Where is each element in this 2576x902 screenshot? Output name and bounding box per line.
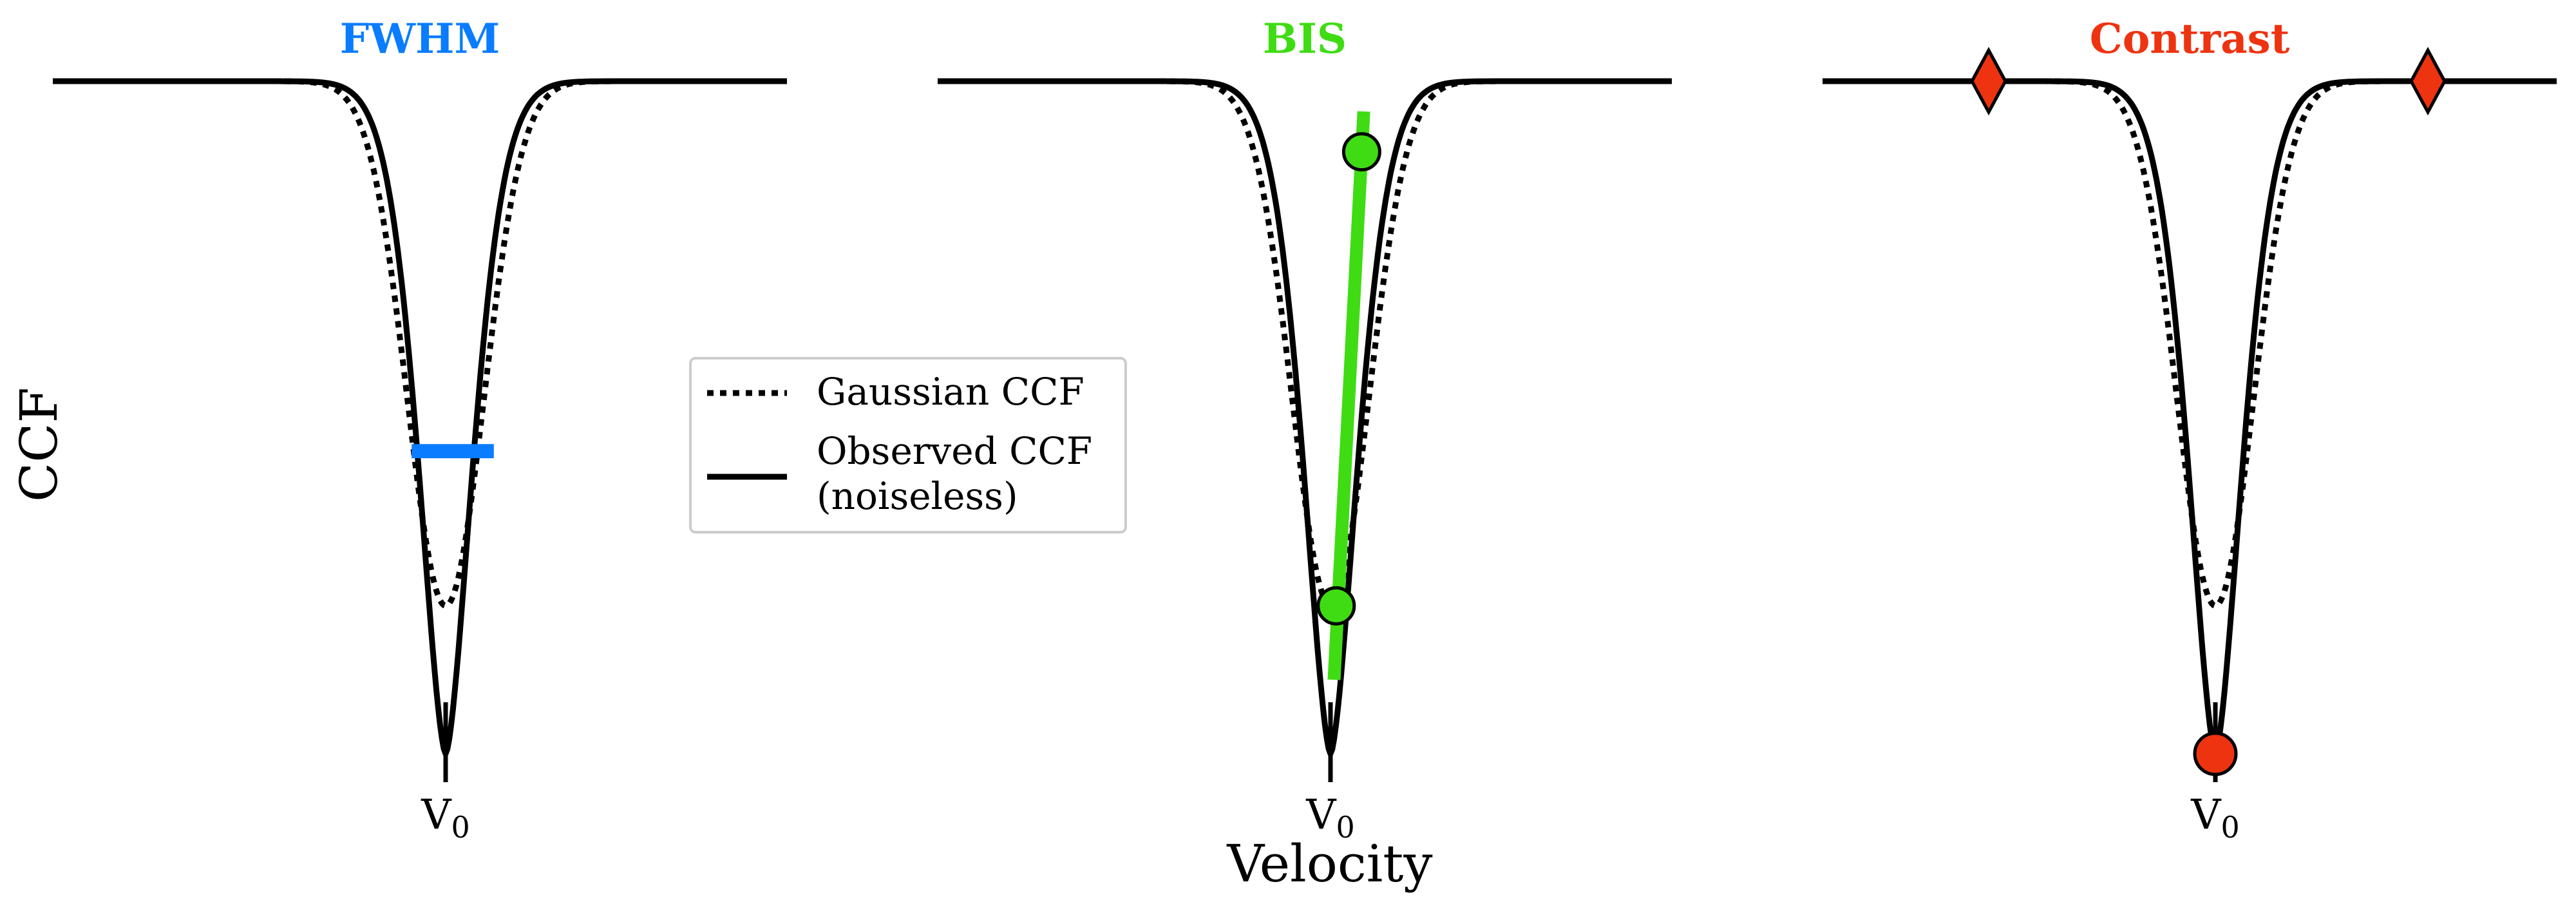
x-axis-label: Velocity — [1226, 834, 1432, 894]
contrast-min-point — [2193, 731, 2238, 776]
panel-contrast: Contrast V0 — [1821, 15, 2558, 845]
panel-title: Contrast — [2090, 15, 2290, 63]
x-tick-label-v0: V0 — [421, 791, 470, 845]
x-tick-label-v0: V0 — [2190, 791, 2240, 845]
gaussian-ccf-line — [52, 78, 788, 609]
legend-label-observed-line2: (noiseless) — [817, 474, 1018, 518]
bis-point-2 — [1316, 586, 1356, 626]
legend: Gaussian CCF Observed CCF (noiseless) — [689, 357, 1127, 533]
observed-ccf-line — [936, 78, 1673, 757]
bis-point-1 — [1341, 132, 1381, 172]
bisector-line — [1327, 111, 1370, 680]
gaussian-ccf-line — [1821, 78, 2558, 609]
contrast-continuum-marker-2 — [2409, 46, 2447, 116]
panel-title: BIS — [1263, 15, 1347, 63]
legend-label-observed: Observed CCF (noiseless) — [817, 429, 1104, 518]
observed-ccf-line — [1821, 78, 2558, 757]
legend-frame — [689, 357, 1127, 533]
y-axis-label: CCF — [9, 387, 69, 502]
legend-label-observed-line1: Observed CCF — [817, 429, 1092, 473]
contrast-continuum-marker-1 — [1970, 46, 2007, 116]
observed-ccf-line — [52, 78, 788, 757]
legend-label-gaussian: Gaussian CCF — [817, 370, 1084, 414]
panel-fwhm: FWHM V0 — [52, 15, 788, 845]
panel-title: FWHM — [340, 15, 500, 63]
panel-bis: BIS V0 — [936, 15, 1673, 845]
x-tick-label-v0: V0 — [1305, 791, 1355, 845]
